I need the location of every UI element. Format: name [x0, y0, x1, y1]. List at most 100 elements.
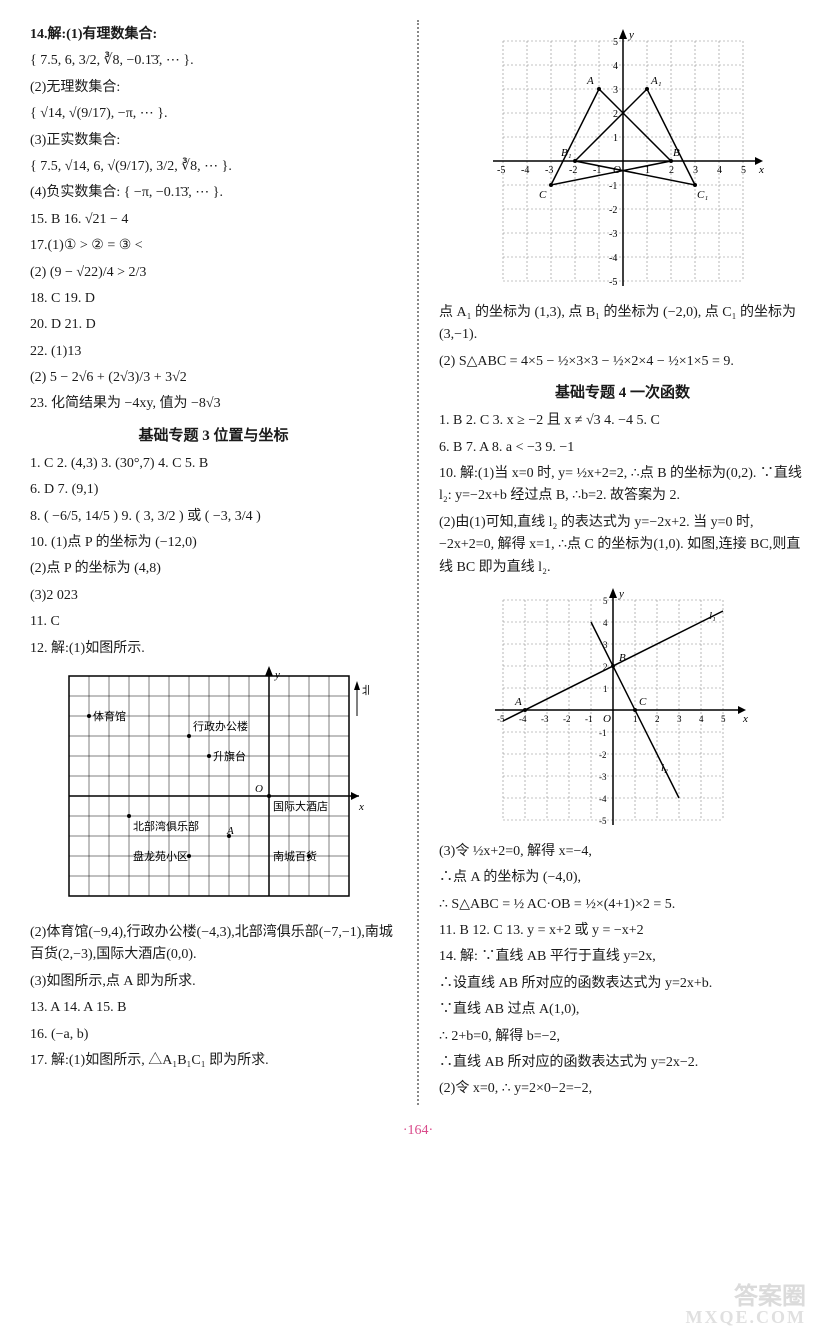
- svg-text:l₂: l₂: [661, 762, 668, 774]
- svg-text:-3: -3: [541, 714, 549, 724]
- svg-text:-3: -3: [599, 772, 607, 782]
- svg-text:-3: -3: [609, 229, 617, 240]
- t4-r2: 6. B 7. A 8. a < −3 9. −1: [439, 437, 806, 459]
- t4-14-6: (2)令 x=0, ∴ y=2×0−2=−2,: [439, 1078, 806, 1100]
- svg-text:北: 北: [362, 684, 369, 697]
- watermark-logo: 答案圈: [734, 1276, 806, 1311]
- svg-text:-1: -1: [585, 714, 593, 724]
- svg-text:y: y: [274, 669, 280, 681]
- svg-text:-4: -4: [519, 714, 527, 724]
- svg-text:A: A: [226, 825, 234, 837]
- svg-text:-2: -2: [609, 205, 617, 216]
- svg-text:行政办公楼: 行政办公楼: [193, 719, 248, 733]
- svg-text:x: x: [758, 164, 764, 176]
- svg-text:x: x: [358, 801, 364, 813]
- svg-text:A: A: [514, 696, 522, 708]
- page-number: ·164·: [30, 1123, 806, 1139]
- svg-text:C₁: C₁: [697, 189, 708, 201]
- t4-10-3: (3)令 ½x+2=0, 解得 x=−4,: [439, 841, 806, 863]
- fig1-caption: 点 A₁ 的坐标为 (1,3), 点 B₁ 的坐标为 (−2,0), 点 C₁ …: [439, 302, 806, 347]
- t4-14-1: 14. 解: ∵直线 AB 平行于直线 y=2x,: [439, 946, 806, 968]
- t3-12: 12. 解:(1)如图所示.: [30, 638, 397, 660]
- svg-text:2: 2: [669, 165, 674, 176]
- q17-2: (2) (9 − √22)/4 > 2/3: [30, 262, 397, 284]
- left-column: 14.解:(1)有理数集合: { 7.5, 6, 3/2, ∛8, −0.1̇3…: [30, 20, 397, 1105]
- svg-text:-5: -5: [497, 165, 505, 176]
- svg-text:C: C: [639, 696, 647, 708]
- t4-10-4: ∴点 A 的坐标为 (−4,0),: [439, 867, 806, 889]
- watermark-url: MXQE.COM: [686, 1307, 806, 1328]
- svg-text:3: 3: [613, 85, 618, 96]
- svg-text:A: A: [586, 75, 594, 87]
- q22-2: (2) 5 − 2√6 + (2√3)/3 + 3√2: [30, 367, 397, 389]
- svg-text:y: y: [628, 29, 634, 41]
- t4-10-5: ∴ S△ABC = ½ AC·OB = ½×(4+1)×2 = 5.: [439, 894, 806, 916]
- svg-text:B: B: [673, 147, 680, 159]
- q18: 18. C 19. D: [30, 288, 397, 310]
- t3-10-1: 10. (1)点 P 的坐标为 (−12,0): [30, 532, 397, 554]
- q17-1: 17.(1)① > ② = ③ <: [30, 235, 397, 257]
- svg-text:4: 4: [699, 714, 704, 724]
- t4-10-1: 10. 解:(1)当 x=0 时, y= ½x+2=2, ∴点 B 的坐标为(0…: [439, 463, 806, 508]
- t4-14-4: ∴ 2+b=0, 解得 b=−2,: [439, 1026, 806, 1048]
- svg-text:-4: -4: [521, 165, 529, 176]
- q23: 23. 化简结果为 −4xy, 值为 −8√3: [30, 393, 397, 415]
- t4-11: 11. B 12. C 13. y = x+2 或 y = −x+2: [439, 920, 806, 942]
- q14-set1: { 7.5, 6, 3/2, ∛8, −0.1̇3̇, ⋯ }.: [30, 50, 397, 72]
- t4-10-2: (2)由(1)可知,直线 l₂ 的表达式为 y=−2x+2. 当 y=0 时, …: [439, 512, 806, 579]
- t3-r3: 8. ( −6/5, 14/5 ) 9. ( 3, 3/2 ) 或 ( −3, …: [30, 506, 397, 528]
- right-column: -5-4-3 -2-1 123 45 123 45 -1-2-3 -4-5 O …: [439, 20, 806, 1105]
- t3-12-2: (2)体育馆(−9,4),行政办公楼(−4,3),北部湾俱乐部(−7,−1),南…: [30, 922, 397, 967]
- svg-text:5: 5: [741, 165, 746, 176]
- svg-text:南城百货: 南城百货: [273, 849, 317, 863]
- t4-14-3: ∵直线 AB 过点 A(1,0),: [439, 999, 806, 1021]
- svg-text:B: B: [619, 652, 626, 664]
- svg-text:-2: -2: [599, 750, 607, 760]
- svg-text:1: 1: [633, 714, 638, 724]
- figure-triangle-grid: -5-4-3 -2-1 123 45 123 45 -1-2-3 -4-5 O …: [473, 26, 773, 296]
- svg-text:3: 3: [677, 714, 682, 724]
- t4-r1: 1. B 2. C 3. x ≥ −2 且 x ≠ √3 4. −4 5. C: [439, 410, 806, 432]
- t3-r2: 6. D 7. (9,1): [30, 479, 397, 501]
- svg-text:1: 1: [613, 133, 618, 144]
- svg-text:-5: -5: [497, 714, 505, 724]
- svg-text:-5: -5: [599, 816, 607, 826]
- svg-text:升旗台: 升旗台: [213, 749, 246, 763]
- svg-text:4: 4: [603, 618, 608, 628]
- svg-text:C: C: [539, 189, 547, 201]
- svg-text:-4: -4: [609, 253, 617, 264]
- svg-text:O: O: [255, 783, 263, 795]
- svg-text:A₁: A₁: [650, 75, 662, 87]
- q14-head: 14.解:(1)有理数集合:: [30, 24, 397, 46]
- column-divider: [417, 20, 419, 1105]
- q22-1: 22. (1)13: [30, 341, 397, 363]
- q14-set2: { √14, √(9/17), −π, ⋯ }.: [30, 103, 397, 125]
- heading-topic3: 基础专题 3 位置与坐标: [30, 424, 397, 445]
- t3-13: 13. A 14. A 15. B: [30, 997, 397, 1019]
- svg-text:-1: -1: [599, 728, 607, 738]
- svg-text:北部湾俱乐部: 北部湾俱乐部: [133, 819, 199, 833]
- svg-text:-3: -3: [545, 165, 553, 176]
- svg-text:5: 5: [721, 714, 726, 724]
- t3-17-2: (2) S△ABC = 4×5 − ½×3×3 − ½×2×4 − ½×1×5 …: [439, 351, 806, 373]
- svg-text:x: x: [742, 713, 748, 725]
- svg-text:盘龙苑小区: 盘龙苑小区: [133, 849, 188, 863]
- t3-10-2: (2)点 P 的坐标为 (4,8): [30, 558, 397, 580]
- svg-text:O: O: [603, 713, 611, 725]
- svg-text:1: 1: [603, 684, 608, 694]
- t3-16: 16. (−a, b): [30, 1024, 397, 1046]
- svg-text:-2: -2: [569, 165, 577, 176]
- q14-set3: { 7.5, √14, 6, √(9/17), 3/2, ∛8, ⋯ }.: [30, 156, 397, 178]
- svg-text:B₁: B₁: [561, 147, 572, 159]
- heading-topic4: 基础专题 4 一次函数: [439, 381, 806, 402]
- t3-r1: 1. C 2. (4,3) 3. (30°,7) 4. C 5. B: [30, 453, 397, 475]
- svg-text:-4: -4: [599, 794, 607, 804]
- t3-12-3: (3)如图所示,点 A 即为所求.: [30, 971, 397, 993]
- svg-text:体育馆: 体育馆: [93, 709, 126, 723]
- figure-lines: -5-4-3 -2-1 123 45 123 45 -1-2-3 -4-5 O …: [483, 585, 763, 835]
- t4-14-2: ∴设直线 AB 所对应的函数表达式为 y=2x+b.: [439, 973, 806, 995]
- q14-p3: (3)正实数集合:: [30, 130, 397, 152]
- svg-text:-1: -1: [609, 181, 617, 192]
- q14-p4: (4)负实数集合: { −π, −0.1̇3̇, ⋯ }.: [30, 182, 397, 204]
- svg-text:-5: -5: [609, 277, 617, 288]
